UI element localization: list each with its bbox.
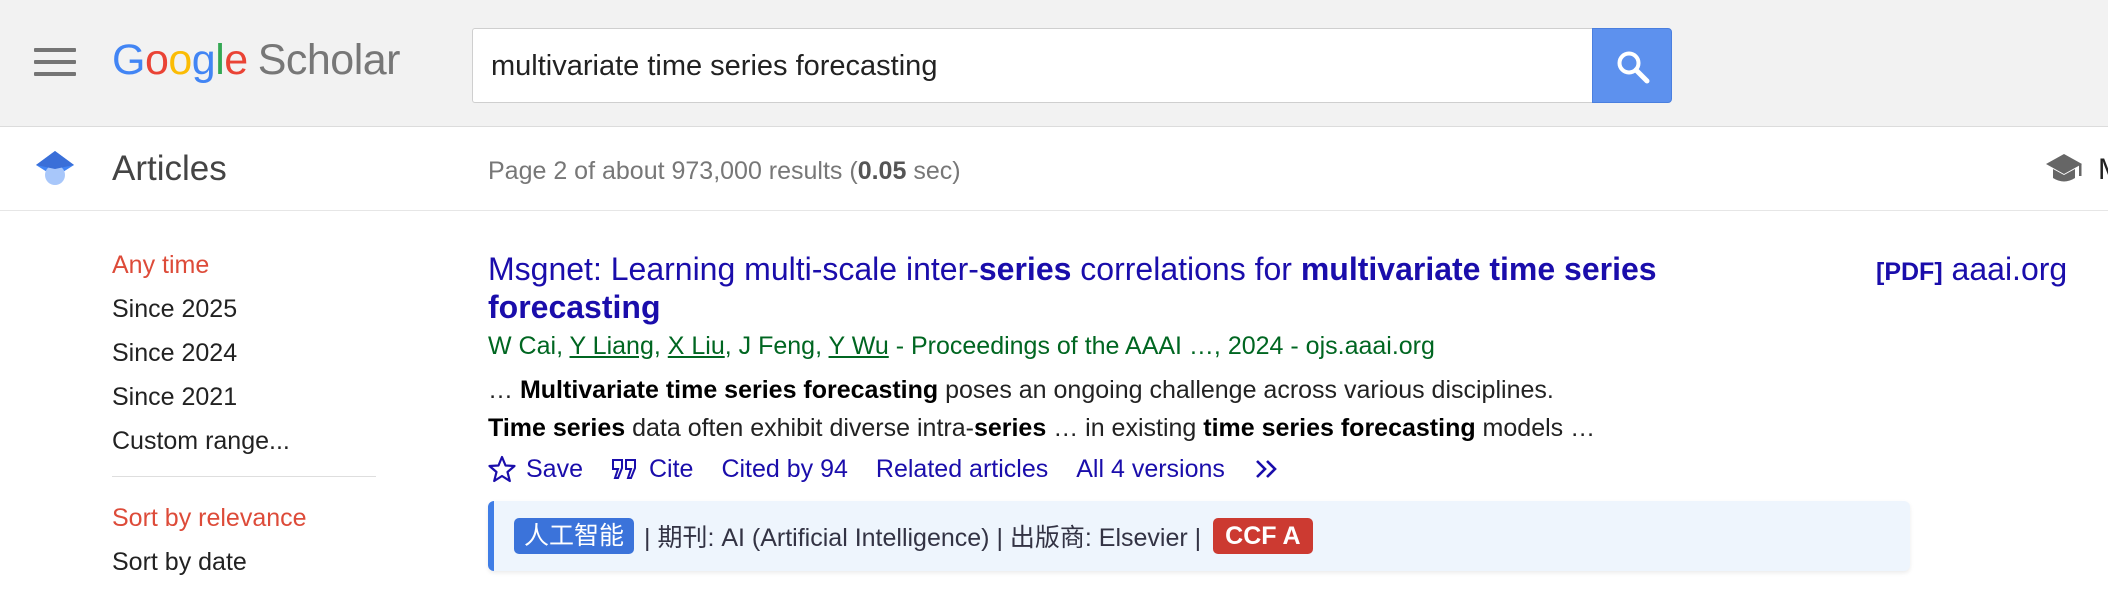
google-scholar-logo[interactable]: Google Scholar	[112, 34, 401, 86]
more-actions-button[interactable]	[1253, 457, 1293, 481]
result-title-link[interactable]: Msgnet: Learning multi-scale inter-serie…	[488, 250, 1668, 326]
top-header: Google Scholar	[0, 0, 2108, 127]
save-button[interactable]: Save	[488, 451, 583, 487]
snippet-part: Multivariate time series forecasting	[519, 376, 939, 404]
sub-header: Articles Page 2 of about 973,000 results…	[0, 127, 2108, 211]
all-versions-link[interactable]: All 4 versions	[1076, 455, 1225, 483]
result-actions: Save Cite Cited by 94 Related articles A…	[488, 451, 1938, 487]
sidebar: Any time Since 2025 Since 2024 Since 202…	[112, 250, 376, 591]
filter-since-2024[interactable]: Since 2024	[112, 339, 238, 367]
logo-scholar-word: Scholar	[257, 36, 401, 84]
search-button[interactable]	[1592, 28, 1672, 103]
logo-letter: e	[224, 36, 248, 84]
search-icon	[1617, 51, 1650, 84]
category-tag: 人工智能	[514, 518, 635, 554]
section-title: Articles	[112, 149, 227, 188]
author-link[interactable]: Y Liang	[569, 332, 654, 360]
snippet-part: series	[973, 414, 1047, 442]
save-label: Save	[526, 455, 583, 483]
scholar-cap-icon[interactable]	[34, 149, 76, 189]
journal-info: | 期刊: AI (Artificial Intelligence) | 出版商…	[644, 524, 1202, 552]
author-name: J Feng	[738, 332, 816, 360]
filter-since-2021[interactable]: Since 2021	[112, 383, 238, 411]
snippet-part: models …	[1475, 414, 1596, 442]
sort-by-date[interactable]: Sort by date	[112, 548, 247, 576]
pdf-tag: [PDF]	[1876, 258, 1943, 286]
filter-any-time[interactable]: Any time	[112, 251, 210, 279]
sidebar-divider	[112, 476, 376, 477]
double-chevron-icon	[1255, 460, 1277, 478]
title-part: multivariate time series forecasting	[488, 251, 1657, 325]
sort-by-relevance[interactable]: Sort by relevance	[112, 504, 307, 532]
title-part: Msgnet: Learning multi-scale inter-	[488, 251, 979, 287]
quote-icon	[611, 459, 636, 479]
search-box	[472, 28, 1593, 103]
results-prefix: Page 2 of about 973,000 results (	[488, 157, 858, 185]
logo-letter: o	[144, 36, 169, 84]
filter-since-2025[interactable]: Since 2025	[112, 295, 238, 323]
my-library-label[interactable]: M	[2098, 153, 2108, 187]
results-suffix: sec)	[906, 157, 961, 185]
venue-info: - Proceedings of the AAAI …, 2024 - ojs.…	[888, 332, 1435, 360]
logo-letter: g	[191, 36, 216, 84]
result-authors: W Cai, Y Liang, X Liu, J Feng, Y Wu - Pr…	[488, 331, 1938, 361]
ccf-rank-badge: CCF A	[1213, 518, 1313, 554]
results-count: Page 2 of about 973,000 results (0.05 se…	[488, 156, 961, 186]
title-part: correlations for	[1071, 251, 1301, 287]
result-snippet: … Multivariate time series forecasting p…	[488, 371, 1688, 447]
author-name: W Cai	[488, 332, 557, 360]
title-part: series	[978, 251, 1072, 287]
author-link[interactable]: Y Wu	[828, 332, 889, 360]
my-library-icon[interactable]	[2044, 151, 2084, 187]
search-result: Msgnet: Learning multi-scale inter-serie…	[488, 250, 2067, 571]
snippet-part: … in existing	[1046, 414, 1204, 442]
author-separator: ,	[815, 332, 829, 360]
journal-badge-bar: 人工智能 | 期刊: AI (Artificial Intelligence) …	[488, 501, 1910, 571]
menu-icon[interactable]	[34, 48, 76, 78]
cite-label: Cite	[648, 455, 694, 483]
results-time: 0.05	[857, 157, 907, 185]
author-separator: ,	[556, 332, 570, 360]
pdf-link[interactable]: [PDF] aaai.org	[1876, 250, 2067, 291]
logo-letter: o	[168, 36, 192, 84]
filter-custom-range[interactable]: Custom range...	[112, 427, 290, 455]
cited-by-link[interactable]: Cited by 94	[721, 455, 848, 483]
snippet-part: poses an ongoing challenge across variou…	[938, 376, 1554, 404]
snippet-part: …	[488, 376, 520, 404]
star-icon	[488, 455, 516, 483]
author-separator: ,	[653, 332, 668, 360]
author-link[interactable]: X Liu	[667, 332, 725, 360]
snippet-part: Time series	[488, 414, 626, 442]
pdf-domain: aaai.org	[1951, 251, 2068, 287]
search-input[interactable]	[491, 43, 1581, 89]
cite-button[interactable]: Cite	[611, 451, 693, 487]
logo-letter: l	[215, 36, 225, 84]
author-separator: ,	[724, 332, 739, 360]
logo-letter: G	[112, 36, 145, 84]
snippet-part: time series forecasting	[1203, 414, 1476, 442]
snippet-part: data often exhibit diverse intra-	[625, 414, 974, 442]
related-articles-link[interactable]: Related articles	[875, 455, 1049, 483]
